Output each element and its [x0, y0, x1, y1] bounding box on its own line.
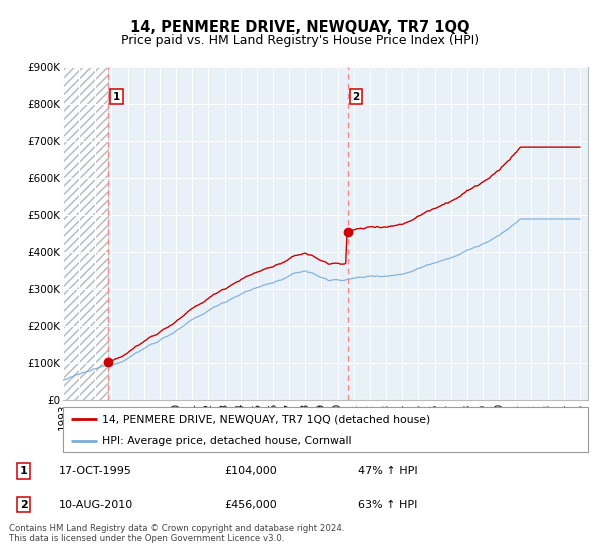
Text: 1: 1 — [113, 92, 120, 102]
Text: 14, PENMERE DRIVE, NEWQUAY, TR7 1QQ: 14, PENMERE DRIVE, NEWQUAY, TR7 1QQ — [130, 20, 470, 35]
Text: 2: 2 — [352, 92, 360, 102]
Text: Contains HM Land Registry data © Crown copyright and database right 2024.
This d: Contains HM Land Registry data © Crown c… — [9, 524, 344, 543]
Text: 17-OCT-1995: 17-OCT-1995 — [58, 466, 131, 476]
Text: 1: 1 — [20, 466, 28, 476]
Text: 47% ↑ HPI: 47% ↑ HPI — [358, 466, 418, 476]
Text: 10-AUG-2010: 10-AUG-2010 — [58, 500, 133, 510]
Text: 63% ↑ HPI: 63% ↑ HPI — [358, 500, 418, 510]
Text: 14, PENMERE DRIVE, NEWQUAY, TR7 1QQ (detached house): 14, PENMERE DRIVE, NEWQUAY, TR7 1QQ (det… — [103, 414, 431, 424]
Text: Price paid vs. HM Land Registry's House Price Index (HPI): Price paid vs. HM Land Registry's House … — [121, 34, 479, 46]
Text: £104,000: £104,000 — [224, 466, 277, 476]
Text: £456,000: £456,000 — [224, 500, 277, 510]
FancyBboxPatch shape — [63, 407, 588, 452]
Text: 2: 2 — [20, 500, 28, 510]
Text: HPI: Average price, detached house, Cornwall: HPI: Average price, detached house, Corn… — [103, 436, 352, 446]
